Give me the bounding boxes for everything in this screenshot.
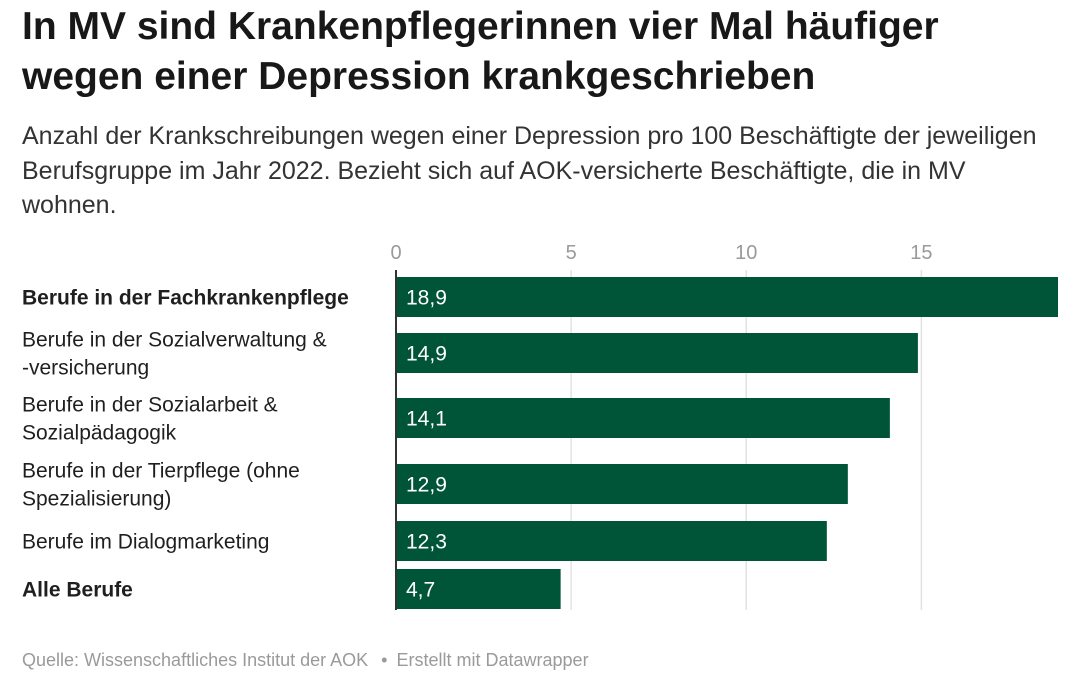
bar-value-label: 4,7 (406, 579, 435, 602)
bar[interactable] (396, 333, 918, 373)
chart-subtitle: Anzahl der Krankschreibungen wegen einer… (22, 122, 1037, 219)
category-label: Berufe in der Tierpflege (ohne Spezialisi… (22, 460, 300, 511)
category-label: Berufe in der Sozialarbeit & Sozialpädago… (22, 394, 278, 445)
bar[interactable] (396, 464, 848, 504)
bar-value-label: 14,9 (406, 343, 447, 366)
x-tick-label: 5 (566, 242, 577, 264)
category-label-line: Alle Berufe (22, 579, 133, 602)
x-tick-label: 10 (735, 242, 757, 264)
category-label-line: Sozialpädagogik (22, 422, 177, 445)
bar-value-label: 14,1 (406, 408, 447, 431)
category-label: Berufe in der Sozialverwaltung & -versich… (22, 329, 327, 380)
footer-separator: • (381, 650, 388, 670)
category-label-line: Berufe in der Sozialverwaltung & (22, 329, 327, 352)
category-label: Berufe im Dialogmarketing (22, 531, 269, 554)
bar-value-label: 12,9 (406, 474, 447, 497)
category-label: Alle Berufe (22, 579, 133, 602)
bar[interactable] (396, 521, 827, 561)
chart-footer: Quelle: Wissenschaftliches Institut der … (22, 650, 589, 671)
category-label-line: Spezialisierung) (22, 488, 171, 511)
x-tick-label: 15 (910, 242, 932, 264)
bar[interactable] (396, 569, 561, 609)
bar[interactable] (396, 398, 890, 438)
bar[interactable] (396, 277, 1058, 317)
category-label-line: Berufe in der Sozialarbeit & (22, 394, 278, 417)
x-tick-label: 0 (390, 242, 401, 264)
bar-value-label: 12,3 (406, 531, 447, 554)
category-label-line: Berufe in der Fachkrankenpflege (22, 287, 349, 310)
source-note: Quelle: Wissenschaftliches Institut der … (22, 650, 369, 670)
bar-value-label: 18,9 (406, 287, 447, 310)
bar-chart: 0 5 10 15 18,9 14,9 14,1 12,9 12,3 4,7 Berufe in d… (22, 242, 1058, 610)
category-label-line: Berufe in der Tierpflege (ohne (22, 460, 300, 483)
category-label-line: -versicherung (22, 357, 149, 380)
credit-link[interactable]: Erstellt mit Datawrapper (396, 650, 589, 670)
chart-title: In MV sind Krankenpflegerinnen vier Mal … (22, 5, 939, 98)
category-label-line: Berufe im Dialogmarketing (22, 531, 269, 554)
category-label: Berufe in der Fachkrankenpflege (22, 287, 349, 310)
